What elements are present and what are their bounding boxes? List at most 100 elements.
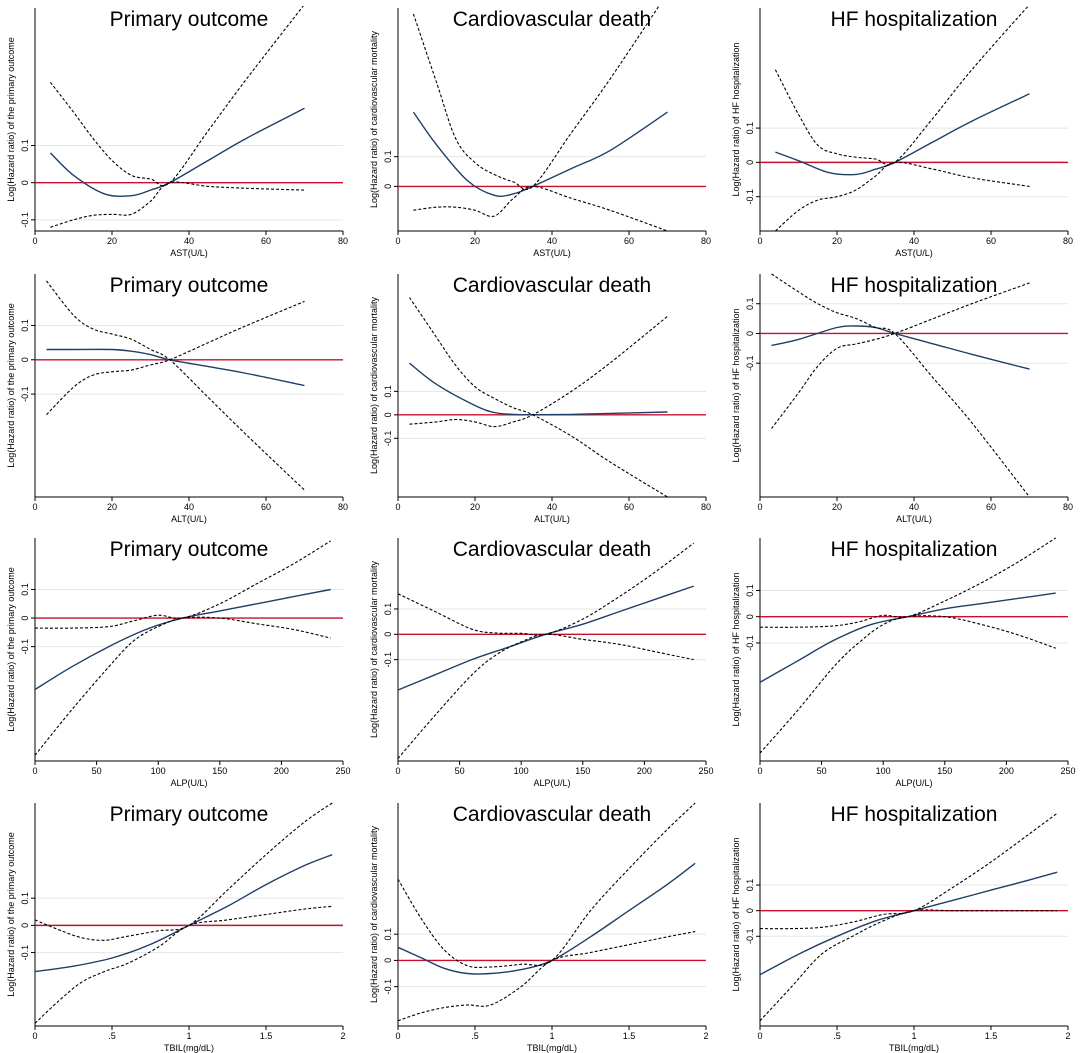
- y-axis-label: Log(Hazard ratio) of cardiovascular mort…: [369, 560, 379, 738]
- x-tick-label: 200: [999, 766, 1014, 776]
- x-tick-label: 150: [937, 766, 952, 776]
- ci-upper-line: [35, 802, 333, 941]
- x-tick-label: 80: [338, 502, 348, 512]
- ci-lower-line: [398, 931, 696, 1022]
- panel-title: Primary outcome: [110, 803, 269, 826]
- y-tick-label: -0.1: [383, 979, 393, 995]
- y-tick-label: 0.1: [383, 603, 393, 616]
- x-tick-label: 80: [701, 236, 711, 246]
- panel-title: Cardiovascular death: [453, 274, 651, 297]
- panel-title: Cardiovascular death: [453, 538, 651, 561]
- y-tick-label: 0: [383, 632, 393, 637]
- x-tick-label: 0: [757, 1031, 762, 1041]
- panel-4: 0 20 40 60 80 -0.1 0 0.1 Primary outcome ALT(U/L)…: [6, 274, 348, 524]
- panel-6: 0 20 40 60 80 -0.1 0 0.1 HF hospitalization ALT(U…: [731, 273, 1073, 524]
- panel-3: 0 20 40 60 80 -0.1 0 0.1 HF hospitalization AST(U…: [731, 6, 1073, 258]
- x-tick-label: 80: [1063, 236, 1073, 246]
- x-tick-label: 250: [335, 766, 350, 776]
- ci-upper-line: [409, 297, 668, 497]
- panel-title: Cardiovascular death: [453, 803, 651, 826]
- x-axis-label: TBIL(mg/dL): [889, 1043, 939, 1053]
- ci-upper-line: [398, 542, 695, 636]
- y-tick-label: 0.1: [383, 928, 393, 941]
- ci-lower-line: [760, 909, 1058, 1022]
- panel-title: HF hospitalization: [831, 274, 998, 297]
- panel-title: Primary outcome: [110, 538, 269, 561]
- y-tick-label: -0.1: [745, 355, 755, 371]
- y-axis-label: Log(Hazard ratio) of HF hospitalization: [731, 42, 741, 196]
- y-axis-label: Log(Hazard ratio) of HF hospitalization: [731, 837, 741, 991]
- x-tick-label: 40: [547, 236, 557, 246]
- x-tick-label: 0: [757, 502, 762, 512]
- panel-11: 0 .5 1 1.5 2 -0.1 0 0.1 Cardiovascular death TBIL…: [369, 802, 709, 1053]
- ci-upper-line: [46, 280, 305, 491]
- estimate-line: [35, 854, 333, 973]
- y-axis-label: Log(Hazard ratio) of the primary outcome: [6, 303, 16, 468]
- estimate-line: [398, 862, 696, 975]
- y-tick-label: 0: [383, 412, 393, 417]
- x-axis-label: AST(U/L): [895, 248, 933, 258]
- x-tick-label: 1: [911, 1031, 916, 1041]
- x-tick-label: 40: [909, 236, 919, 246]
- y-tick-label: 0.1: [745, 879, 755, 892]
- x-tick-label: 60: [986, 236, 996, 246]
- panel-title: HF hospitalization: [831, 538, 998, 561]
- x-tick-label: 40: [184, 502, 194, 512]
- x-tick-label: 0: [32, 1031, 37, 1041]
- y-tick-label: -0.1: [20, 386, 30, 402]
- panel-title: Primary outcome: [110, 8, 269, 31]
- y-tick-label: 0.1: [745, 122, 755, 135]
- panel-8: 0 50 100 150 200 250 -0.1 0 0.1 Cardiovascular de…: [369, 538, 714, 788]
- ci-lower-line: [46, 300, 305, 416]
- x-tick-label: 0: [395, 766, 400, 776]
- y-tick-label: 0: [745, 331, 755, 336]
- x-tick-label: 2: [340, 1031, 345, 1041]
- x-tick-label: 20: [832, 236, 842, 246]
- x-tick-label: 250: [698, 766, 713, 776]
- x-axis-label: TBIL(mg/dL): [164, 1043, 214, 1053]
- estimate-line: [771, 325, 1030, 370]
- panel-5: 0 20 40 60 80 -0.1 0 0.1 Cardiovascular death ALT…: [369, 274, 711, 524]
- panel-title: Cardiovascular death: [453, 8, 651, 31]
- x-tick-label: 2: [1065, 1031, 1070, 1041]
- x-tick-label: 80: [1063, 502, 1073, 512]
- x-axis-label: ALP(U/L): [895, 778, 932, 788]
- estimate-line: [412, 111, 668, 197]
- ci-lower-line: [35, 905, 333, 1024]
- x-tick-label: 50: [92, 766, 102, 776]
- x-tick-label: 0: [32, 236, 37, 246]
- y-tick-label: -0.1: [745, 189, 755, 205]
- x-axis-label: AST(U/L): [533, 248, 571, 258]
- y-tick-label: 0.1: [20, 892, 30, 905]
- x-tick-label: 0: [395, 502, 400, 512]
- x-tick-label: 40: [909, 502, 919, 512]
- x-tick-label: 0: [395, 1031, 400, 1041]
- x-tick-label: 250: [1060, 766, 1075, 776]
- x-axis-label: ALP(U/L): [533, 778, 570, 788]
- y-axis-label: Log(Hazard ratio) of cardiovascular mort…: [369, 30, 379, 208]
- ci-upper-line: [760, 812, 1058, 930]
- x-tick-label: 100: [876, 766, 891, 776]
- x-tick-label: 60: [624, 236, 634, 246]
- y-tick-label: -0.1: [383, 431, 393, 447]
- x-tick-label: .5: [833, 1031, 841, 1041]
- y-tick-label: 0: [745, 908, 755, 913]
- x-tick-label: 0: [32, 766, 37, 776]
- x-tick-label: 20: [470, 502, 480, 512]
- y-tick-label: 0.1: [383, 150, 393, 163]
- x-tick-label: 20: [832, 502, 842, 512]
- y-axis-label: Log(Hazard ratio) of the primary outcome: [6, 832, 16, 997]
- ci-lower-line: [398, 633, 694, 759]
- y-tick-label: 0.1: [383, 385, 393, 398]
- x-tick-label: 20: [107, 236, 117, 246]
- estimate-line: [35, 588, 331, 691]
- x-tick-label: 1: [549, 1031, 554, 1041]
- x-tick-label: 20: [470, 236, 480, 246]
- ci-upper-line: [35, 540, 331, 629]
- x-tick-label: 100: [514, 766, 529, 776]
- x-tick-label: 0: [757, 766, 762, 776]
- ci-upper-line: [760, 537, 1056, 628]
- x-axis-label: ALP(U/L): [170, 778, 207, 788]
- estimate-line: [760, 592, 1056, 683]
